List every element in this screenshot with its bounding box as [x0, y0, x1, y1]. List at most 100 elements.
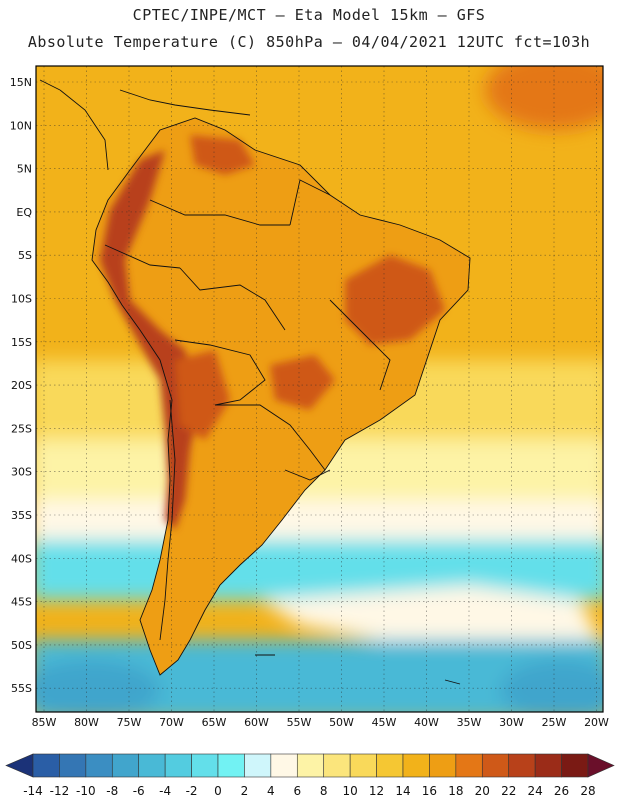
country-borders [39, 79, 471, 685]
border-peru-brazil [179, 267, 286, 331]
map-title-source: CPTEC/INPE/MCT – Eta Model 15km – GFS [132, 6, 486, 24]
latitude-label: EQ [16, 206, 32, 219]
colorbar-tick-label: 8 [320, 784, 328, 798]
latitude-label: 5S [18, 249, 32, 262]
map-title-variable: Absolute Temperature (C) 850hPa – 04/04/… [27, 33, 591, 51]
colorbar-cell [138, 753, 166, 778]
latitude-labels: 15N 10N 5N EQ 5S 10S 15S 20S 25S 30S 35S 40S 45S 50S 5… [10, 76, 33, 695]
colorbar-cell [349, 753, 377, 778]
border-brazil-states [329, 299, 391, 391]
colorbar-cell [217, 753, 245, 778]
longitude-labels: 85W 80W 75W 70W 65W 60W 55W 50W 45W 40W 35W 30W 25W 2… [32, 716, 609, 729]
colorbar-cell [244, 753, 272, 778]
graticule [36, 66, 603, 712]
colorbar-tick-label: -4 [159, 784, 171, 798]
colorbar-cells [5, 753, 615, 778]
colorbar-cell [296, 753, 325, 778]
longitude-label: 60W [244, 716, 269, 729]
colorbar-tick-label: 4 [267, 784, 275, 798]
colorbar-cell [561, 753, 589, 778]
colorbar-cell [111, 753, 140, 778]
coast-caribbean [119, 89, 251, 116]
colorbar-cell [376, 753, 404, 778]
colorbar-tick-label: 22 [501, 784, 516, 798]
latitude-label: 10N [10, 119, 32, 132]
longitude-label: 80W [74, 716, 99, 729]
longitude-label: 25W [542, 716, 567, 729]
map-frame [35, 65, 604, 713]
border-ecuador-peru [104, 244, 181, 269]
colorbar-cell [164, 753, 192, 778]
longitude-label: 55W [287, 716, 312, 729]
colorbar-tick-label: -14 [23, 784, 43, 798]
longitude-label: 40W [414, 716, 439, 729]
border-paraguay-argentina [215, 404, 326, 471]
colorbar-over-arrow [587, 753, 615, 778]
warm-ocean-patch [485, 66, 603, 130]
longitude-label: 85W [32, 716, 57, 729]
colorbar-tick-label: -6 [133, 784, 145, 798]
colorbar-cell [191, 753, 219, 778]
colorbar-cell [402, 753, 430, 778]
colorbar-under-arrow [5, 753, 34, 778]
hot-patch-brazil-central [270, 355, 335, 410]
latitude-label: 55S [11, 682, 32, 695]
border-colombia-brazil [149, 199, 290, 226]
cold-patch-southeast [500, 660, 603, 712]
border-guianas [289, 179, 331, 226]
longitude-label: 50W [329, 716, 354, 729]
colorbar-tick-label: 24 [528, 784, 543, 798]
colorbar-tick-label: 12 [369, 784, 384, 798]
longitude-label: 65W [202, 716, 227, 729]
colorbar-tick-label: 18 [448, 784, 463, 798]
latitude-label: 50S [11, 639, 32, 652]
colorbar-labels: -14 -12 -10 -8 -6 -4 -2 0 2 4 6 8 10 12 14 16 18 20 22 24 26… [23, 784, 595, 798]
colorbar-tick-label: 14 [395, 784, 410, 798]
longitude-label: 45W [372, 716, 397, 729]
latitude-label: 15N [10, 76, 32, 89]
temperature-field [36, 66, 603, 712]
longitude-label: 70W [159, 716, 184, 729]
colorbar-tick-label: 0 [214, 784, 222, 798]
border-chile-argentina [159, 399, 176, 641]
colorbar-cell [85, 753, 113, 778]
south-georgia [444, 679, 461, 685]
colorbar-cell [481, 753, 510, 778]
cold-patch-southwest [36, 660, 160, 712]
longitude-label: 20W [584, 716, 609, 729]
colorbar-cell [323, 753, 351, 778]
colorbar-cell [508, 753, 536, 778]
hot-patch-chaco [175, 350, 230, 440]
longitude-label: 30W [499, 716, 524, 729]
latitude-label: 25S [11, 422, 32, 435]
colorbar-tick-label: -2 [186, 784, 198, 798]
colorbar-tick-label: 6 [293, 784, 301, 798]
latitude-label: 5N [17, 163, 32, 176]
colorbar-tick-label: 2 [241, 784, 249, 798]
latitude-label: 35S [11, 509, 32, 522]
colorbar-cell [455, 753, 483, 778]
hot-band-andes [100, 150, 200, 530]
latitude-label: 45S [11, 596, 32, 609]
latitude-label: 30S [11, 466, 32, 479]
border-uruguay [284, 469, 331, 481]
longitude-label: 35W [457, 716, 482, 729]
coast-mexico [39, 79, 61, 91]
colorbar-cell [429, 753, 457, 778]
colorbar-cell [270, 753, 298, 778]
colorbar-tick-label: -8 [106, 784, 118, 798]
colorbar-cell [59, 753, 87, 778]
colorbar-cell [534, 753, 562, 778]
colorbar-tick-label: 26 [554, 784, 569, 798]
colorbar-tick-label: 16 [422, 784, 437, 798]
latitude-label: 40S [11, 552, 32, 565]
hot-patch-venezuela [190, 135, 255, 175]
colorbar-tick-label: 10 [343, 784, 358, 798]
colorbar-cell [32, 753, 60, 778]
border-bolivia [174, 339, 266, 406]
longitude-label: 75W [117, 716, 142, 729]
colorbar-tick-label: 28 [580, 784, 595, 798]
latitude-label: 10S [11, 293, 32, 306]
